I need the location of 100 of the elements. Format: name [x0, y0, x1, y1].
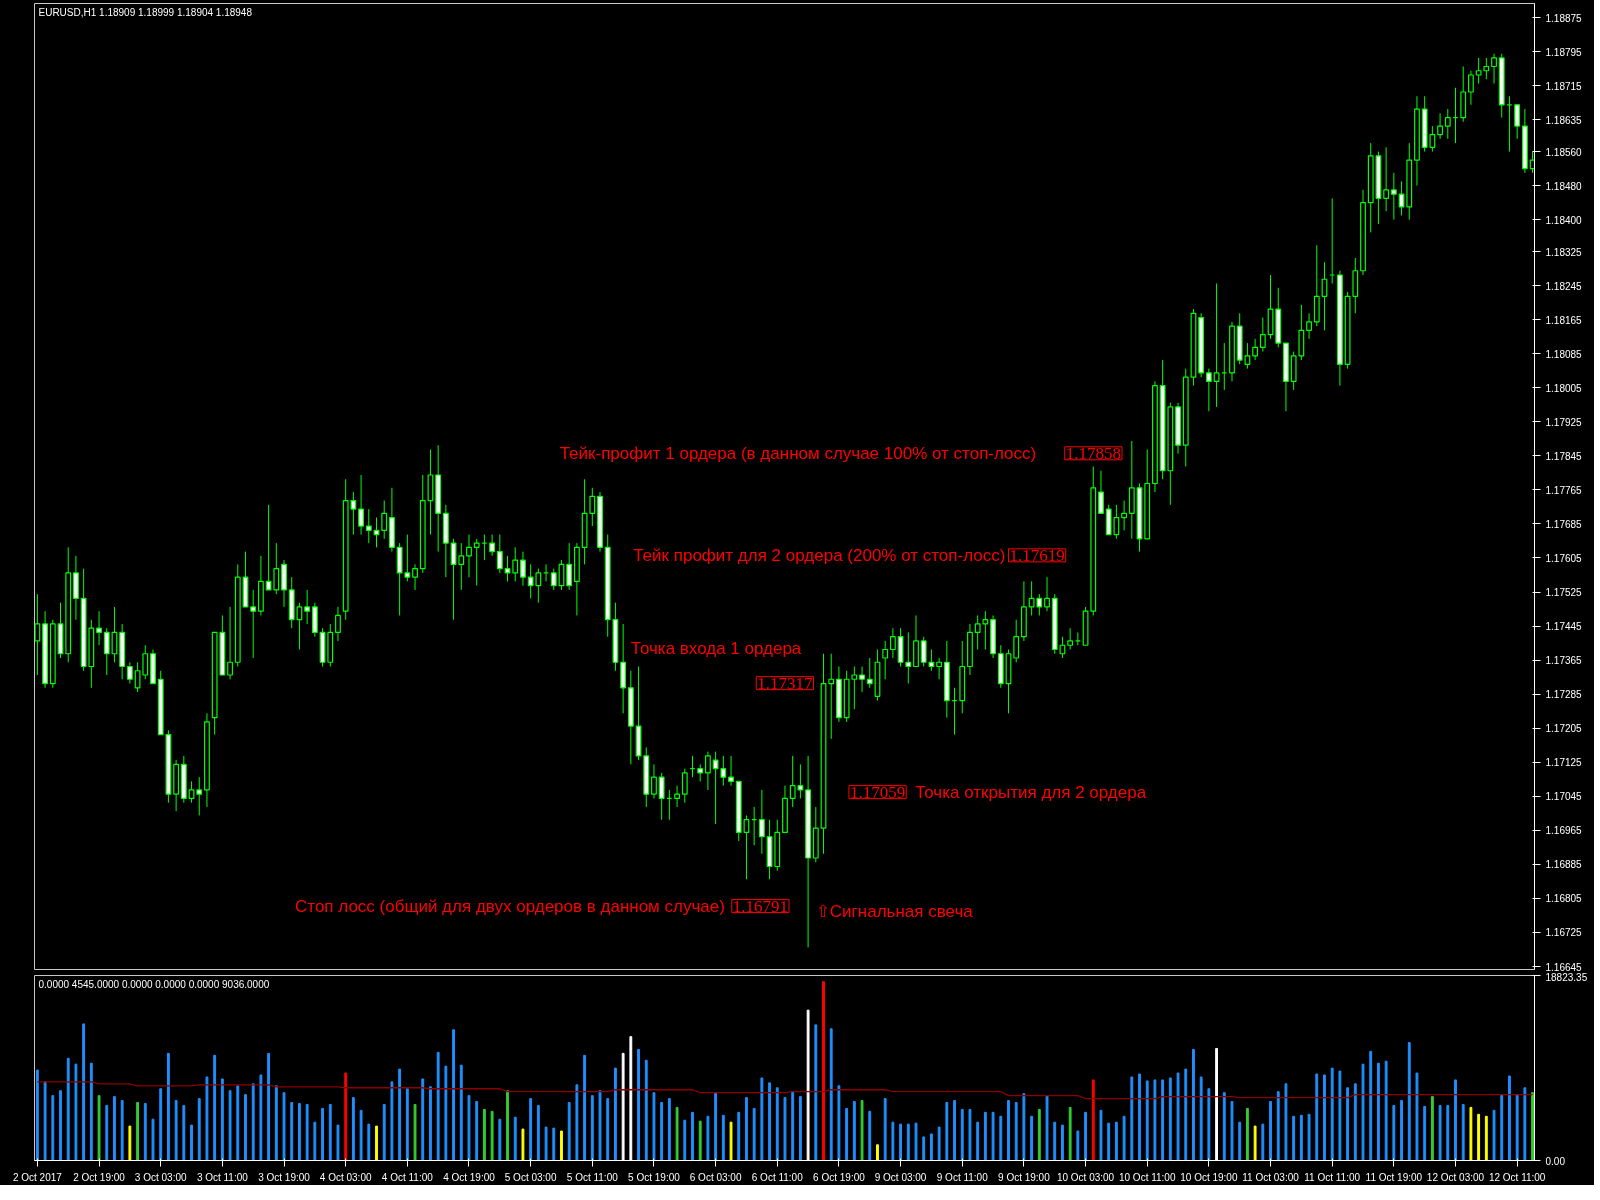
y-tick-label: 1.17445	[1545, 621, 1583, 633]
candlestick	[1098, 470, 1104, 514]
candlestick	[1306, 312, 1312, 340]
candlestick	[651, 763, 657, 799]
annotation: 1.17619	[1009, 545, 1065, 565]
annotation: 1.16791	[732, 896, 789, 916]
x-tick-label: 6 Oct 03:00	[689, 1171, 742, 1183]
y-tick-label: 1.18400	[1545, 214, 1583, 226]
y-tick-label: 1.16965	[1545, 825, 1583, 837]
y-tick-label: 1.18795	[1545, 46, 1583, 58]
x-tick-label: 3 Oct 11:00	[196, 1171, 249, 1183]
y-tick-label: 1.16805	[1545, 893, 1583, 905]
x-tick-label: 12 Oct 03:00	[1426, 1171, 1485, 1183]
candlestick	[520, 551, 526, 587]
x-tick-label: 2 Oct 2017	[12, 1171, 63, 1183]
annotation: 1.17317	[757, 673, 813, 693]
y-tick-label: 1.17685	[1545, 518, 1583, 530]
y-tick-label: 1.17285	[1545, 689, 1583, 701]
x-tick-label: 10 Oct 11:00	[1118, 1171, 1176, 1183]
candlestick	[404, 534, 411, 582]
x-tick-label: 4 Oct 03:00	[319, 1171, 372, 1183]
x-tick-label: 10 Oct 19:00	[1180, 1171, 1238, 1183]
candlestick	[550, 568, 557, 591]
candlestick	[412, 563, 418, 591]
x-tick-label: 6 Oct 11:00	[751, 1171, 804, 1183]
candlestick	[920, 636, 927, 668]
candlestick	[489, 534, 496, 557]
candlestick	[1067, 627, 1074, 650]
candlestick	[658, 772, 665, 821]
candlestick	[126, 661, 133, 685]
candlestick	[335, 606, 341, 642]
y-tick-label: 1.17365	[1545, 655, 1583, 667]
x-tick-label: 11 Oct 11:00	[1304, 1171, 1361, 1183]
y-tick-label: 1.18245	[1545, 280, 1583, 292]
x-tick-label: 4 Oct 19:00	[443, 1171, 496, 1183]
candlestick	[481, 534, 488, 561]
candlestick	[728, 755, 734, 787]
candlestick	[96, 610, 102, 646]
y-tick-label: 1.18715	[1545, 80, 1583, 92]
candlestick	[758, 789, 765, 855]
candlestick	[889, 627, 896, 659]
x-tick-label: 10 Oct 03:00	[1056, 1171, 1115, 1183]
candlestick	[1483, 57, 1490, 80]
candlestick	[1468, 70, 1474, 106]
candlestick	[859, 666, 865, 693]
candlestick	[674, 785, 680, 808]
candlestick	[1252, 338, 1259, 361]
chart-title: 0.0000 4545.0000 0.0000 0.0000 0.0000 9036.0000	[38, 978, 270, 990]
candlestick	[1383, 146, 1390, 212]
candlestick	[1491, 53, 1497, 84]
line-series	[36, 1081, 1534, 1100]
candlestick	[250, 589, 257, 659]
candlestick	[936, 657, 943, 680]
y-tick-label: 1.18325	[1545, 246, 1583, 258]
y-tick-label: 1.17765	[1545, 484, 1583, 496]
y-tick-label: 1.18165	[1545, 314, 1583, 326]
chart-title: EURUSD,H1 1.18909 1.18999 1.18904 1.18948	[38, 6, 253, 18]
candlestick	[1514, 104, 1521, 140]
y-tick-label: 1.17845	[1545, 450, 1583, 462]
candlestick	[34, 593, 41, 676]
y-tick-label: 1.18085	[1545, 348, 1583, 360]
annotation: 1.17858	[1065, 443, 1121, 463]
candlestick	[1221, 342, 1228, 391]
candlestick	[566, 542, 573, 591]
x-tick-label: 5 Oct 19:00	[628, 1171, 681, 1183]
candlestick	[504, 555, 511, 582]
y-tick-label: 1.18560	[1545, 146, 1583, 158]
y-tick-label: 1.18875	[1545, 12, 1583, 24]
candlestick	[705, 751, 711, 791]
y-tick-label: 1.18480	[1545, 180, 1583, 192]
y-tick-label: 1.18635	[1545, 114, 1583, 126]
candlestick	[905, 631, 912, 685]
y-tick-label: 0.00	[1545, 1155, 1566, 1167]
y-tick-label: 1.17605	[1545, 552, 1583, 564]
candlestick	[227, 606, 233, 680]
y-tick-label: 1.16885	[1545, 859, 1583, 871]
x-tick-label: 12 Oct 11:00	[1488, 1171, 1546, 1183]
x-tick-label: 4 Oct 11:00	[381, 1171, 434, 1183]
x-tick-label: 3 Oct 19:00	[258, 1171, 311, 1183]
y-tick-label: 1.17205	[1545, 723, 1583, 735]
candlestick	[928, 648, 935, 672]
candlestick	[466, 534, 472, 578]
y-tick-label: 1.17125	[1545, 757, 1583, 769]
candlestick	[304, 589, 311, 625]
x-tick-label: 6 Oct 19:00	[813, 1171, 866, 1183]
annotation: Точка открытия для 2 ордера	[915, 782, 1147, 802]
candlestick	[1259, 317, 1266, 353]
candlestick	[1329, 197, 1336, 285]
x-tick-label: 11 Oct 03:00	[1242, 1171, 1300, 1183]
x-tick-label: 3 Oct 03:00	[134, 1171, 187, 1183]
candlestick	[1121, 500, 1128, 531]
y-tick-label: 1.17925	[1545, 416, 1583, 428]
candlestick	[882, 640, 889, 680]
annotation: ⇧Сигнальная свеча	[815, 901, 974, 921]
candlestick	[512, 546, 519, 582]
annotation: Точка входа 1 ордера	[630, 638, 802, 658]
x-tick-label: 9 Oct 11:00	[936, 1171, 989, 1183]
annotation: Тейк профит для 2 ордера (200% от стоп-лосс)	[633, 545, 1006, 565]
candlestick	[866, 657, 873, 689]
candlestick	[1475, 57, 1482, 84]
